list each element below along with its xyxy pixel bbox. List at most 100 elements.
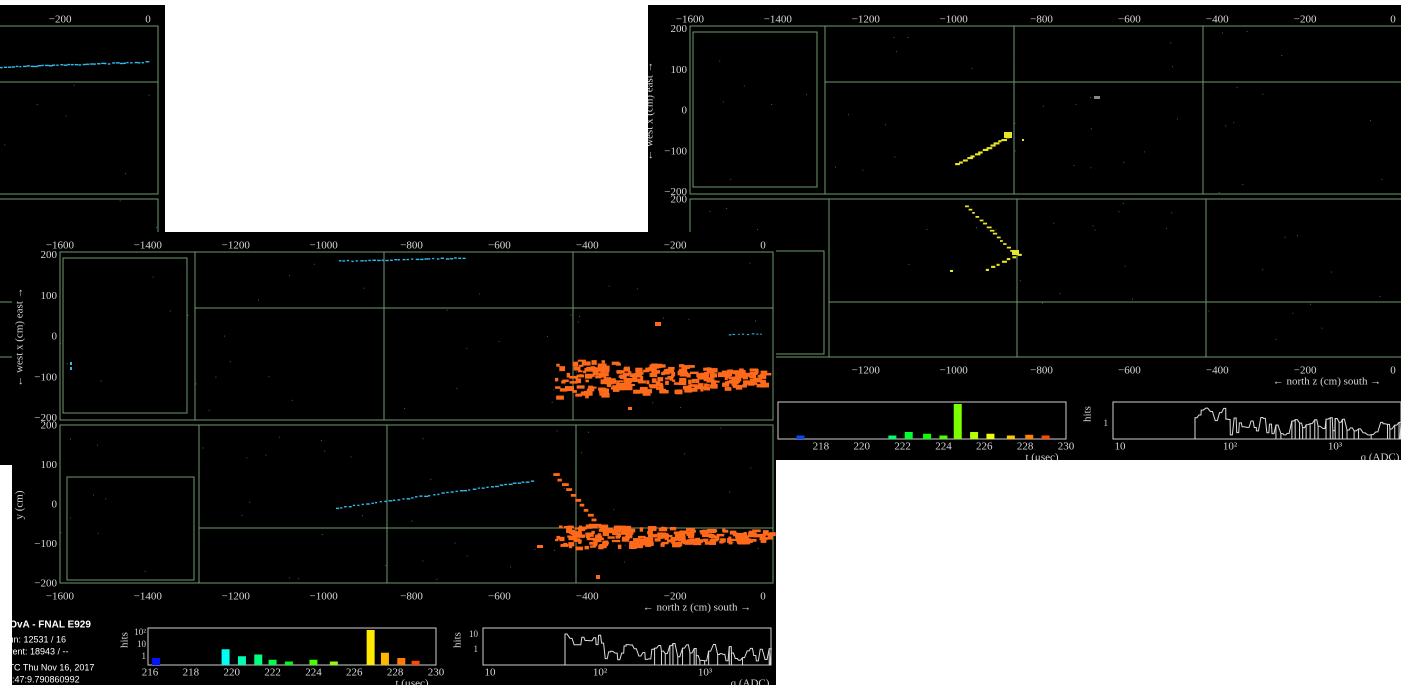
hit xyxy=(637,288,638,289)
hit xyxy=(729,334,732,335)
hit xyxy=(1381,179,1382,180)
hit xyxy=(534,549,535,550)
hit xyxy=(125,173,126,174)
hit xyxy=(592,519,597,522)
hit xyxy=(321,440,322,441)
hit xyxy=(436,579,437,580)
hit xyxy=(566,488,572,491)
hit xyxy=(67,363,68,364)
hit xyxy=(848,114,849,115)
hits xyxy=(60,257,776,580)
hit xyxy=(998,140,1001,142)
hit xyxy=(196,383,197,384)
hit xyxy=(16,66,19,67)
hit xyxy=(344,506,347,507)
hit xyxy=(733,542,734,543)
charge-hist-box xyxy=(1113,402,1401,439)
hit xyxy=(753,375,756,378)
hit xyxy=(112,62,115,63)
hit xyxy=(351,261,353,262)
hit xyxy=(415,496,418,497)
hit xyxy=(736,385,743,390)
hit xyxy=(215,377,216,378)
time-hist-bar xyxy=(330,662,338,666)
hit xyxy=(997,264,1000,266)
charge-y-title: hits xyxy=(1082,406,1094,422)
hit xyxy=(575,499,581,502)
hit xyxy=(894,37,895,38)
hit xyxy=(324,451,325,452)
z-tick-label: −1000 xyxy=(939,365,968,377)
hit xyxy=(576,378,581,383)
hit xyxy=(672,542,681,547)
hit xyxy=(456,388,457,389)
time-x-tick-label: 216 xyxy=(142,667,159,679)
hit xyxy=(959,162,963,164)
hit xyxy=(563,543,567,545)
hit xyxy=(1095,230,1096,231)
z-axis-title: ← north z (cm) south → xyxy=(643,602,751,614)
hit xyxy=(703,387,708,389)
hit xyxy=(423,438,424,439)
z-tick-label: −1200 xyxy=(222,240,251,252)
hit xyxy=(499,341,500,342)
hit xyxy=(587,538,594,540)
time-x-tick-label: 222 xyxy=(894,441,911,453)
hit xyxy=(93,63,96,64)
hit xyxy=(45,65,49,66)
hit xyxy=(735,373,743,378)
hit xyxy=(108,63,110,64)
hit xyxy=(1123,162,1124,163)
hit xyxy=(420,259,423,260)
time-x-title: t (μsec) xyxy=(395,678,428,685)
hit xyxy=(656,386,664,390)
charge-x-tick-label: 10² xyxy=(1223,441,1238,453)
hit xyxy=(665,377,670,379)
z-tick-label: −1600 xyxy=(46,591,75,603)
hit xyxy=(625,545,626,546)
hit xyxy=(598,388,606,391)
hit xyxy=(209,410,210,411)
hit xyxy=(557,479,561,482)
hit xyxy=(375,502,377,503)
hit xyxy=(624,562,625,563)
hit xyxy=(362,515,363,516)
time-hist-bar xyxy=(238,656,246,665)
y-tick-label: −100 xyxy=(664,145,687,157)
time-hist-bar xyxy=(222,649,230,665)
z-tick-label: −600 xyxy=(1118,365,1141,377)
hit xyxy=(70,362,72,365)
hit xyxy=(978,151,983,153)
hit xyxy=(738,334,740,335)
hit xyxy=(145,61,149,62)
hit xyxy=(578,321,579,322)
hit xyxy=(31,66,34,67)
hit xyxy=(975,153,980,155)
hit xyxy=(416,259,420,260)
hit xyxy=(398,259,400,260)
hit xyxy=(1074,165,1075,166)
hit xyxy=(101,380,102,381)
hit xyxy=(126,62,128,63)
page: −2000 −1600−1400−1200−1000−800−600−400−2… xyxy=(0,0,1401,685)
hit xyxy=(896,51,897,52)
hit xyxy=(1331,272,1332,273)
hit xyxy=(693,542,702,545)
hit xyxy=(428,258,430,259)
hit xyxy=(8,66,12,67)
hit xyxy=(591,360,596,365)
hit xyxy=(704,384,710,386)
time-x-title: t (μsec) xyxy=(1025,452,1058,460)
hit xyxy=(908,264,909,265)
hit xyxy=(768,537,773,539)
hit xyxy=(1022,139,1024,141)
hit xyxy=(1297,235,1298,236)
hit xyxy=(712,382,716,385)
hit xyxy=(468,489,470,490)
hit xyxy=(553,473,560,476)
hit xyxy=(620,374,627,378)
hit xyxy=(124,63,127,64)
hit xyxy=(1090,167,1091,168)
hit xyxy=(963,159,968,161)
hit xyxy=(518,482,521,483)
